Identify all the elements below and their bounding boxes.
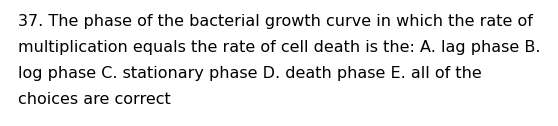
Text: log phase C. stationary phase D. death phase E. all of the: log phase C. stationary phase D. death p… [18,66,482,81]
Text: 37. The phase of the bacterial growth curve in which the rate of: 37. The phase of the bacterial growth cu… [18,14,533,29]
Text: multiplication equals the rate of cell death is the: A. lag phase B.: multiplication equals the rate of cell d… [18,40,541,55]
Text: choices are correct: choices are correct [18,92,171,107]
